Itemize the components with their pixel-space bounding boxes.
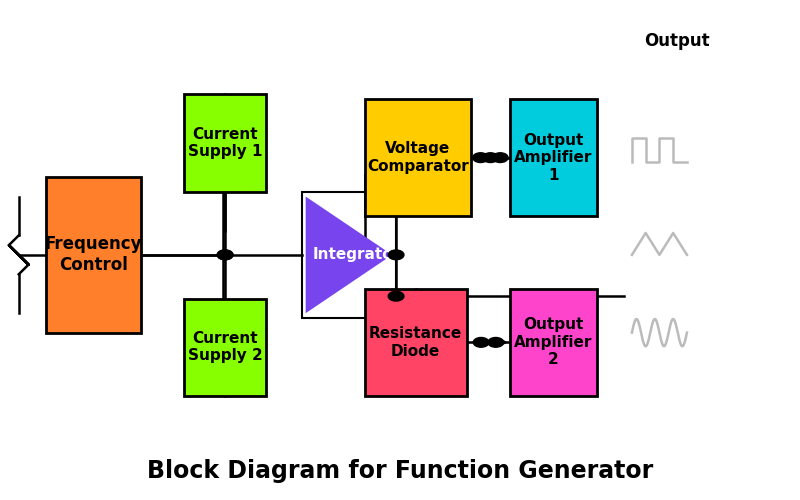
Circle shape <box>473 153 489 162</box>
Text: Output
Amplifier
2: Output Amplifier 2 <box>514 318 593 368</box>
FancyBboxPatch shape <box>365 100 470 216</box>
Circle shape <box>388 292 404 301</box>
Text: Voltage
Comparator: Voltage Comparator <box>367 142 469 174</box>
Circle shape <box>482 153 498 162</box>
Circle shape <box>218 250 233 260</box>
Circle shape <box>388 250 404 260</box>
Circle shape <box>218 250 233 260</box>
Circle shape <box>488 338 504 347</box>
Text: Resistance
Diode: Resistance Diode <box>369 326 462 358</box>
FancyBboxPatch shape <box>302 192 396 318</box>
FancyBboxPatch shape <box>365 289 467 396</box>
Text: Block Diagram for Function Generator: Block Diagram for Function Generator <box>147 460 653 483</box>
Circle shape <box>492 153 508 162</box>
FancyBboxPatch shape <box>510 100 597 216</box>
Text: Frequency
Control: Frequency Control <box>45 236 142 275</box>
FancyBboxPatch shape <box>184 94 266 192</box>
Text: Output
Amplifier
1: Output Amplifier 1 <box>514 132 593 182</box>
FancyBboxPatch shape <box>510 289 597 396</box>
FancyBboxPatch shape <box>46 177 141 332</box>
Text: Current
Supply 1: Current Supply 1 <box>188 127 262 160</box>
Circle shape <box>474 338 489 347</box>
Text: Output: Output <box>644 32 710 50</box>
FancyBboxPatch shape <box>184 298 266 396</box>
Polygon shape <box>306 196 392 313</box>
Text: Integrator: Integrator <box>312 248 401 262</box>
Text: Current
Supply 2: Current Supply 2 <box>188 331 262 364</box>
